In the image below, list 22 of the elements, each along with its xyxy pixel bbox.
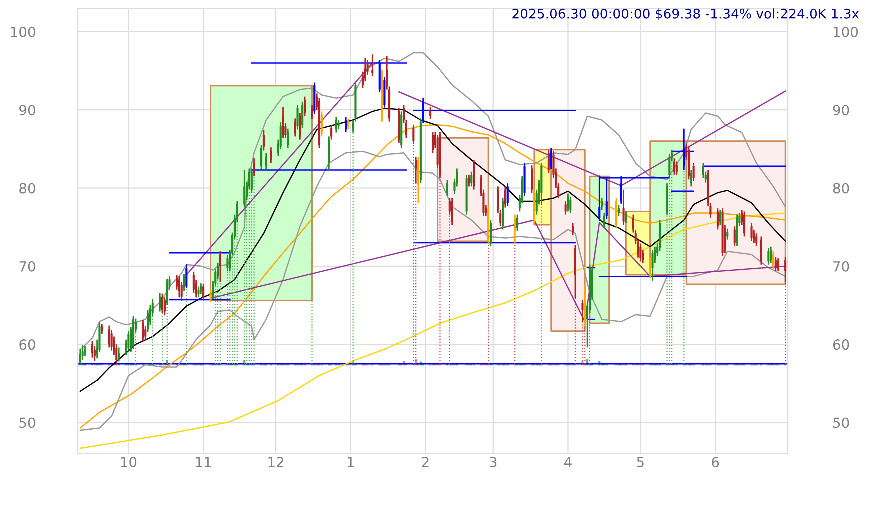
chart-title: 2025.06.30 00:00:00 $69.38 -1.34% vol:224.0K 1.3x [512, 8, 860, 21]
x-tick-label: 2 [422, 457, 429, 468]
y2-tick-label: 100 [834, 26, 858, 38]
y2-tick-label: 50 [834, 418, 850, 428]
y-tick-label: 70 [20, 261, 36, 272]
y-tick-label: 90 [20, 105, 36, 116]
y2-tick-label: 60 [833, 340, 850, 350]
y2-tick-label: 70 [834, 261, 850, 272]
x-tick-label: 4 [564, 457, 572, 468]
y-tick-label: 50 [20, 418, 36, 428]
y-tick-label: 100 [11, 26, 36, 38]
x-tick-label: 12 [268, 457, 284, 468]
x-tick-label: 6 [712, 457, 720, 468]
x-tick-label: 3 [490, 457, 497, 468]
y2-tick-label: 80 [833, 183, 850, 194]
y-tick-label: 60 [20, 340, 36, 350]
y2-tick-label: 90 [833, 105, 850, 116]
x-tick-label: 11 [196, 457, 212, 468]
x-tick-label: 10 [121, 457, 137, 468]
y-tick-label: 80 [20, 183, 36, 194]
x-tick-label: 1 [348, 457, 354, 468]
x-tick-label: 5 [637, 457, 644, 468]
